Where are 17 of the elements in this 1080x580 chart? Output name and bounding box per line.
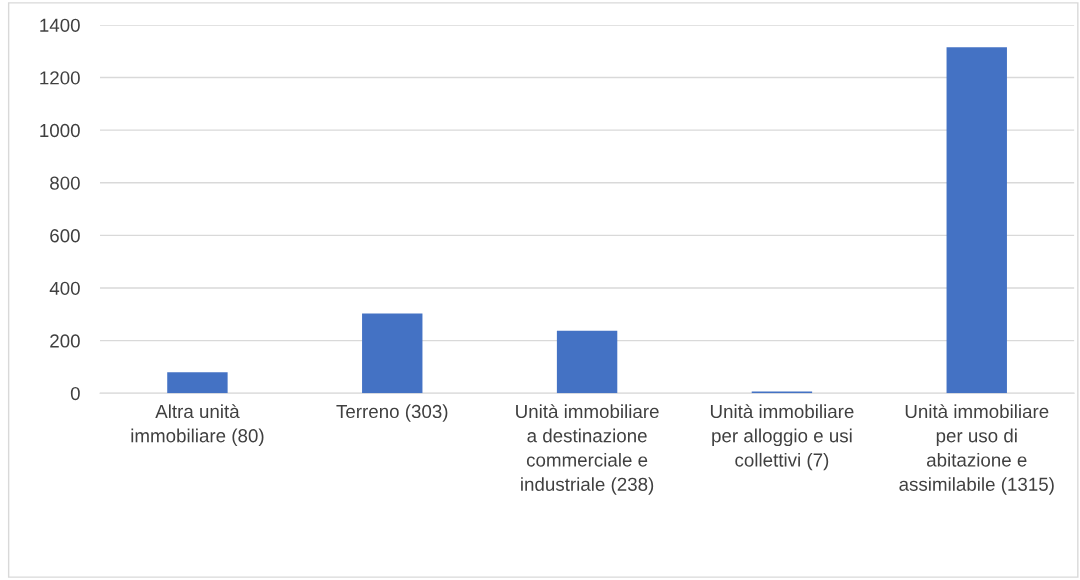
y-tick-label: 1200 [40,71,80,85]
x-tick-label: Unità immobiliare per alloggio e usi collettivi (7) [710,404,854,471]
y-tick-label: 600 [50,229,80,243]
bar [362,313,423,394]
y-tick-label: 0 [70,386,80,401]
y-tick-label: 200 [50,334,80,348]
y-tick-label: 1000 [40,123,80,138]
bar [556,330,618,394]
x-tick-label: Unità immobiliare per uso di abitazione e assimilabile (1315) [899,404,1054,495]
bar [946,47,1007,394]
x-tick-label: Altra unità immobiliare (80) [131,404,264,447]
bar [167,372,228,394]
y-tick-label: 400 [49,281,80,295]
y-tick-label: 1400 [40,18,80,32]
x-tick-label: Terreno (303) [336,404,448,422]
x-tick-label: Unità immobiliare a destinazione commerciale e industriale (238) [516,404,659,495]
y-tick-label: 800 [50,176,80,190]
